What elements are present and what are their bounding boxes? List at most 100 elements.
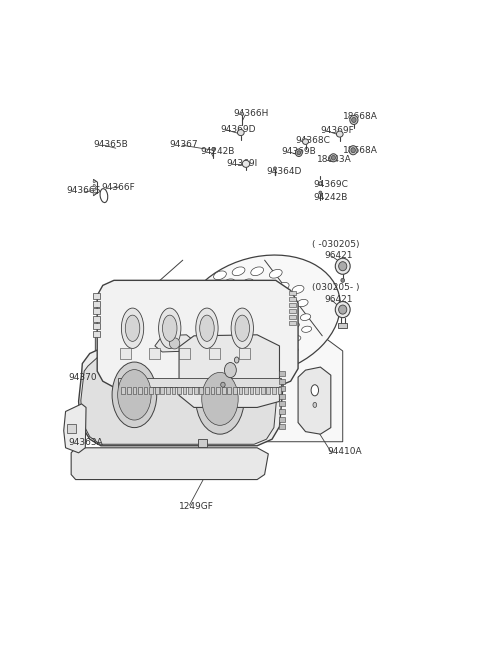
Bar bbox=[155, 387, 158, 394]
Text: 94242B: 94242B bbox=[201, 147, 235, 157]
Ellipse shape bbox=[261, 316, 271, 323]
Ellipse shape bbox=[100, 189, 108, 202]
Polygon shape bbox=[81, 356, 277, 444]
Bar bbox=[94, 293, 100, 299]
Ellipse shape bbox=[261, 280, 272, 288]
Bar bbox=[121, 387, 125, 394]
Text: 94242B: 94242B bbox=[313, 193, 348, 202]
Bar bbox=[177, 387, 181, 394]
Ellipse shape bbox=[349, 145, 357, 155]
Ellipse shape bbox=[206, 282, 218, 290]
Ellipse shape bbox=[125, 315, 140, 341]
Ellipse shape bbox=[279, 344, 287, 349]
Text: 94368C: 94368C bbox=[295, 136, 330, 145]
Ellipse shape bbox=[273, 331, 276, 333]
Ellipse shape bbox=[221, 383, 225, 387]
Ellipse shape bbox=[300, 314, 311, 320]
Polygon shape bbox=[155, 335, 194, 352]
Text: 94365B: 94365B bbox=[94, 140, 128, 149]
Bar bbox=[233, 387, 237, 394]
Text: 18643A: 18643A bbox=[317, 155, 351, 164]
Ellipse shape bbox=[202, 373, 238, 425]
Ellipse shape bbox=[276, 319, 286, 326]
Ellipse shape bbox=[229, 336, 237, 341]
Ellipse shape bbox=[222, 325, 231, 331]
Text: 94363A: 94363A bbox=[68, 438, 103, 447]
Ellipse shape bbox=[230, 314, 240, 320]
Bar bbox=[120, 348, 131, 358]
Bar bbox=[198, 439, 206, 447]
Bar bbox=[279, 371, 285, 376]
Bar bbox=[239, 387, 242, 394]
Bar bbox=[94, 316, 100, 322]
Ellipse shape bbox=[255, 339, 263, 344]
Ellipse shape bbox=[238, 130, 244, 136]
Text: 94369F: 94369F bbox=[321, 126, 354, 134]
Ellipse shape bbox=[284, 333, 287, 335]
Bar bbox=[289, 291, 296, 295]
Bar bbox=[279, 379, 285, 384]
Ellipse shape bbox=[181, 255, 340, 376]
Text: 94364D: 94364D bbox=[266, 168, 302, 176]
Ellipse shape bbox=[200, 315, 214, 341]
Bar bbox=[338, 323, 347, 328]
Bar bbox=[118, 378, 281, 387]
Ellipse shape bbox=[350, 115, 358, 124]
Polygon shape bbox=[79, 348, 283, 446]
Ellipse shape bbox=[93, 180, 96, 183]
Ellipse shape bbox=[169, 338, 180, 349]
Ellipse shape bbox=[264, 329, 274, 335]
Ellipse shape bbox=[251, 267, 264, 276]
Ellipse shape bbox=[336, 131, 343, 137]
Ellipse shape bbox=[241, 113, 244, 115]
Ellipse shape bbox=[274, 167, 276, 170]
Ellipse shape bbox=[277, 282, 289, 290]
Ellipse shape bbox=[338, 262, 347, 271]
Polygon shape bbox=[298, 367, 331, 434]
Ellipse shape bbox=[330, 154, 337, 162]
Bar bbox=[94, 308, 100, 314]
Text: 94369D: 94369D bbox=[220, 124, 255, 134]
Ellipse shape bbox=[291, 347, 298, 352]
Bar bbox=[183, 387, 186, 394]
Bar bbox=[289, 315, 296, 319]
Bar bbox=[266, 387, 270, 394]
Ellipse shape bbox=[93, 188, 96, 191]
Ellipse shape bbox=[93, 193, 96, 195]
Ellipse shape bbox=[232, 267, 245, 276]
Bar bbox=[250, 387, 253, 394]
Bar bbox=[279, 417, 285, 422]
Ellipse shape bbox=[209, 303, 219, 310]
Text: 94360B: 94360B bbox=[100, 352, 135, 362]
Text: 94369B: 94369B bbox=[281, 147, 316, 157]
Bar bbox=[209, 348, 220, 358]
Text: 96421: 96421 bbox=[325, 295, 353, 303]
Bar bbox=[277, 387, 281, 394]
Ellipse shape bbox=[93, 184, 96, 187]
Bar bbox=[166, 387, 170, 394]
Ellipse shape bbox=[225, 302, 235, 309]
Ellipse shape bbox=[319, 181, 322, 185]
Ellipse shape bbox=[278, 329, 281, 331]
Bar bbox=[239, 348, 250, 358]
Ellipse shape bbox=[217, 291, 228, 298]
Ellipse shape bbox=[121, 308, 144, 348]
Ellipse shape bbox=[296, 149, 302, 157]
Ellipse shape bbox=[297, 151, 300, 155]
Bar bbox=[279, 409, 285, 414]
Text: 94370: 94370 bbox=[68, 373, 97, 382]
Ellipse shape bbox=[242, 279, 254, 287]
Ellipse shape bbox=[158, 308, 181, 348]
Polygon shape bbox=[64, 404, 86, 453]
Bar bbox=[205, 387, 209, 394]
Polygon shape bbox=[97, 280, 298, 387]
Ellipse shape bbox=[292, 286, 304, 293]
Ellipse shape bbox=[214, 271, 227, 280]
Text: (030205- ): (030205- ) bbox=[312, 284, 360, 292]
Text: 94369I: 94369I bbox=[227, 159, 258, 168]
Bar bbox=[216, 387, 220, 394]
Ellipse shape bbox=[235, 315, 250, 341]
Text: 94369C: 94369C bbox=[313, 180, 348, 189]
Ellipse shape bbox=[118, 369, 151, 420]
Bar bbox=[149, 387, 153, 394]
